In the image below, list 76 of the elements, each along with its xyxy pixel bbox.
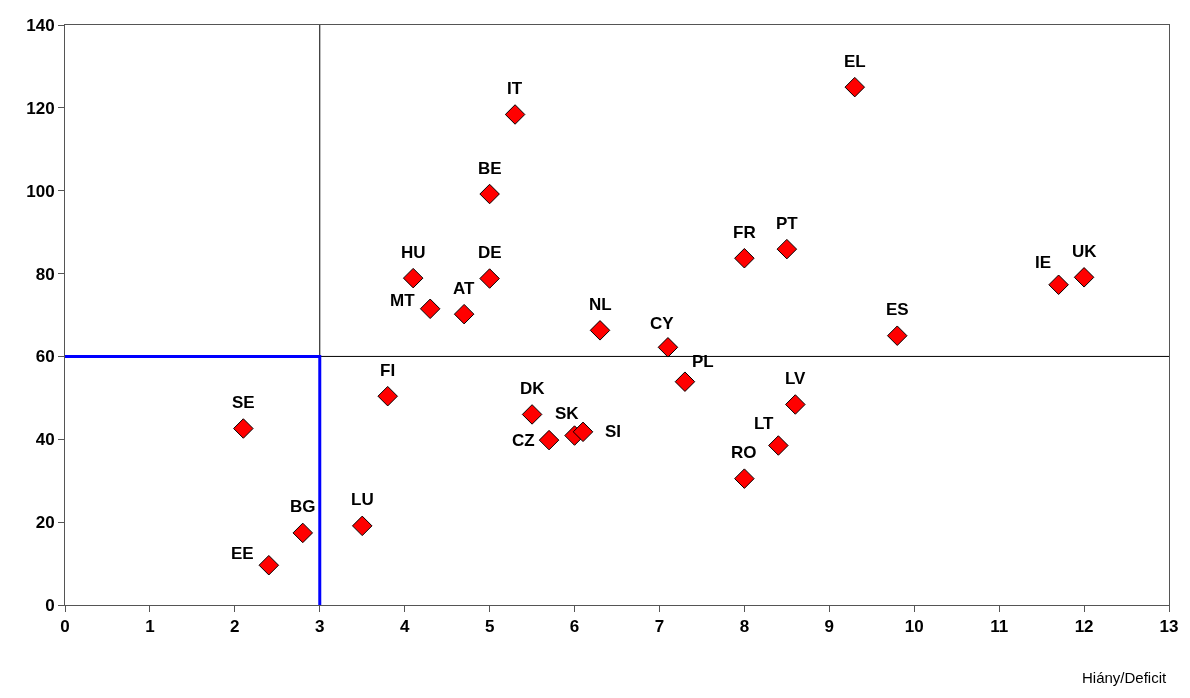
point (453, 303, 475, 325)
point (292, 522, 314, 544)
y-tick-label: 60 (35, 347, 55, 367)
x-tick-label: 6 (569, 617, 580, 637)
point (504, 104, 526, 125)
annotation: UK (1072, 242, 1098, 261)
annotation: NL (589, 295, 612, 314)
point (572, 421, 594, 443)
point (776, 238, 798, 260)
point (768, 435, 789, 456)
annotation: CZ (512, 431, 535, 450)
y-tick-label: 20 (35, 513, 55, 533)
y-tick-label: 80 (35, 264, 55, 284)
annotation: LU (351, 490, 374, 509)
point (657, 337, 679, 358)
x-tick-label: 7 (654, 617, 665, 637)
x-tick-label: 11 (990, 617, 1009, 637)
x-tick-label: 1 (145, 617, 155, 637)
x-axis-title: Hiány/Deficit (1082, 669, 1168, 686)
point (1048, 274, 1069, 296)
point (521, 404, 543, 425)
annotation: HU (401, 243, 426, 262)
x-tick-label: 12 (1074, 617, 1094, 637)
annotation: ES (886, 300, 909, 319)
annotation: MT (390, 291, 416, 310)
x-tick-label: 9 (824, 617, 835, 637)
y-tick-label: 140 (26, 15, 55, 35)
annotation: SK (555, 404, 580, 423)
point (419, 298, 441, 320)
annotation: RO (731, 443, 757, 462)
y-tick-label: 120 (26, 98, 55, 118)
point (674, 371, 696, 392)
annotation: EL (844, 52, 866, 71)
x-tick-label: 0 (60, 617, 70, 637)
annotation: FI (380, 361, 396, 380)
point (377, 385, 398, 407)
point (402, 267, 424, 289)
x-tick-label: 4 (399, 617, 410, 637)
x-tick-label: 13 (1159, 617, 1179, 637)
annotation: LT (754, 414, 775, 433)
point (258, 554, 280, 576)
point (887, 325, 908, 346)
point (734, 468, 755, 489)
point (479, 183, 500, 205)
point (1073, 267, 1095, 288)
annotation: DK (520, 379, 546, 398)
point (351, 515, 373, 537)
point (734, 247, 755, 269)
annotation: EE (231, 544, 254, 563)
point (479, 268, 500, 289)
point (233, 418, 254, 439)
annotation: FR (733, 223, 756, 242)
annotation: SI (605, 422, 622, 441)
point (785, 394, 806, 415)
x-tick-label: 3 (315, 617, 325, 637)
annotation: IE (1035, 253, 1052, 272)
annotation: DE (478, 243, 502, 262)
y-tick-label: 100 (26, 181, 55, 201)
x-tick-label: 8 (739, 617, 750, 637)
annotation: BG (290, 497, 316, 516)
annotation: BE (478, 159, 502, 178)
x-tick-label: 5 (484, 617, 495, 637)
annotation: IT (507, 79, 523, 98)
point (538, 429, 560, 451)
y-tick-label: 40 (35, 430, 55, 450)
annotation: AT (453, 279, 476, 298)
y-tick-label: 0 (45, 595, 55, 615)
annotation: PT (776, 214, 799, 233)
x-tick-label: 2 (230, 617, 240, 637)
point (844, 76, 866, 98)
point (589, 320, 611, 341)
x-tick-label: 10 (904, 617, 924, 637)
annotation: LV (785, 369, 807, 388)
annotation: PL (692, 352, 714, 371)
annotation: CY (650, 314, 675, 333)
annotation: SE (232, 393, 255, 412)
